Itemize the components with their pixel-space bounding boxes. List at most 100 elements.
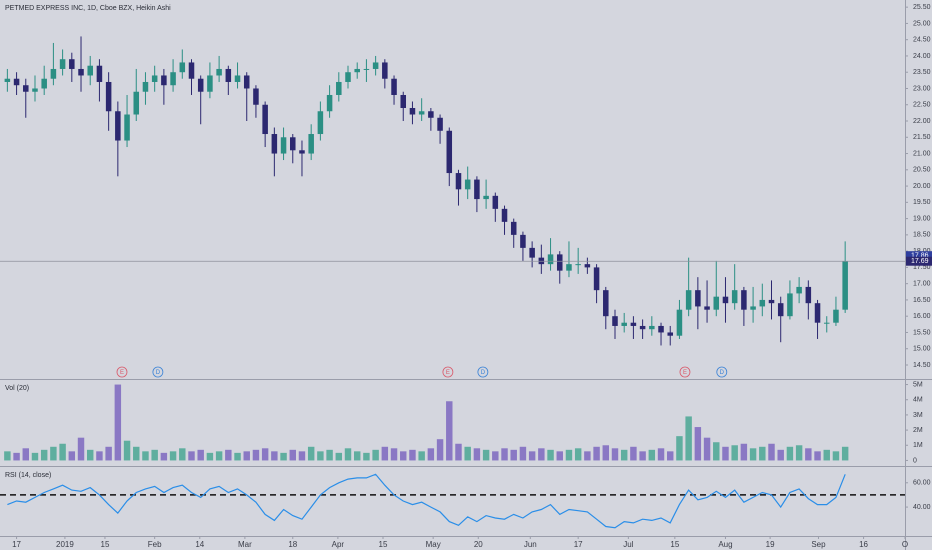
- candle-body: [649, 325, 655, 330]
- candle-body: [842, 261, 848, 310]
- candle-body: [768, 299, 775, 304]
- volume-bar: [307, 446, 315, 461]
- candle-body: [216, 68, 222, 76]
- y-tick-label: 16.50: [913, 297, 931, 304]
- candle-body: [317, 111, 324, 135]
- candle-body: [133, 91, 140, 115]
- volume-bar: [50, 446, 57, 461]
- volume-bar: [96, 451, 103, 461]
- y-tick-label: 15.00: [913, 346, 931, 353]
- candle-body: [501, 208, 508, 222]
- volume-bar: [731, 445, 738, 461]
- x-tick-label: 20: [474, 540, 483, 549]
- candle-body: [105, 81, 112, 112]
- event-label: D: [481, 370, 486, 376]
- price-label: 17.69: [911, 258, 929, 265]
- candle-body: [372, 62, 379, 69]
- candle-body: [253, 88, 259, 105]
- volume-bar: [243, 451, 250, 461]
- y-tick-label: 25.50: [913, 4, 931, 11]
- volume-bar: [455, 443, 462, 461]
- volume-bar: [151, 449, 158, 461]
- volume-bar: [317, 451, 324, 461]
- volume-bar: [261, 448, 269, 461]
- candle-body: [787, 293, 793, 317]
- volume-bar: [482, 449, 490, 461]
- candle-body: [750, 306, 756, 310]
- x-tick-label: Feb: [148, 540, 162, 549]
- volume-bar: [768, 443, 775, 461]
- volume-bar: [620, 449, 628, 461]
- y-tick-label: 5M: [913, 381, 923, 388]
- candle-body: [676, 309, 683, 336]
- volume-bar: [114, 384, 122, 461]
- event-label: E: [446, 370, 450, 376]
- volume-bar: [492, 451, 499, 461]
- volume-bar: [215, 451, 223, 461]
- event-marker: [679, 366, 691, 378]
- candle-body: [437, 117, 443, 131]
- volume-bar: [87, 449, 94, 461]
- y-tick-label: 22.50: [913, 102, 931, 109]
- candle-body: [483, 195, 489, 200]
- volume-bar: [749, 448, 757, 461]
- volume-bar: [289, 449, 296, 461]
- x-tick-label: 17: [574, 540, 583, 549]
- candle-body: [658, 325, 664, 333]
- y-tick-label: 16.00: [913, 313, 931, 320]
- candle-body: [382, 62, 388, 79]
- volume-bar: [271, 451, 278, 461]
- candle-body: [400, 94, 407, 108]
- y-tick-label: 15.50: [913, 329, 931, 336]
- candle-body: [492, 195, 499, 209]
- candle-body: [428, 111, 434, 118]
- candle-body: [805, 286, 812, 304]
- volume-bar: [418, 451, 425, 461]
- volume-bar: [381, 446, 389, 461]
- y-tick-label: 17.50: [913, 264, 931, 271]
- candle-body: [87, 65, 93, 76]
- x-tick-label: 15: [101, 540, 110, 549]
- x-tick-label: 16: [859, 540, 868, 549]
- volume-bar: [372, 449, 379, 461]
- candle-body: [667, 332, 673, 336]
- event-label: E: [683, 370, 687, 376]
- x-tick-label: 14: [195, 540, 204, 549]
- volume-bar: [593, 446, 600, 461]
- candle-body: [391, 78, 397, 95]
- volume-bar: [409, 449, 416, 461]
- candle-body: [188, 62, 195, 79]
- candle-body: [823, 322, 830, 324]
- event-marker: [152, 366, 164, 378]
- y-tick-label: 23.50: [913, 69, 931, 76]
- candle-body: [207, 75, 213, 92]
- volume-bar: [832, 451, 840, 461]
- candle-body: [409, 108, 416, 115]
- candle-body: [161, 75, 167, 86]
- volume-bar: [298, 451, 306, 461]
- candle-body: [96, 65, 103, 82]
- event-marker: [442, 366, 454, 378]
- y-tick-label: 19.50: [913, 199, 931, 206]
- candle-body: [32, 88, 38, 92]
- pane-title: Vol (20): [5, 385, 29, 392]
- volume-bar: [823, 449, 830, 461]
- x-tick-label: Jun: [524, 540, 537, 549]
- y-tick-label: 22.00: [913, 118, 931, 125]
- volume-bar: [133, 446, 140, 461]
- volume-bar: [547, 449, 554, 461]
- volume-bar: [400, 451, 407, 461]
- candle-body: [566, 264, 572, 271]
- volume-bar: [694, 427, 702, 461]
- y-tick-label: 24.00: [913, 53, 931, 60]
- volume-bar: [335, 452, 343, 461]
- volume-bar: [31, 452, 39, 461]
- candle-body: [529, 247, 535, 258]
- candle-body: [547, 254, 554, 265]
- event-marker: [477, 366, 489, 378]
- pane-title: RSI (14, close): [5, 472, 51, 479]
- volume-bar: [234, 452, 241, 461]
- y-tick-label: 40.00: [913, 504, 931, 511]
- y-tick-label: 21.00: [913, 150, 931, 157]
